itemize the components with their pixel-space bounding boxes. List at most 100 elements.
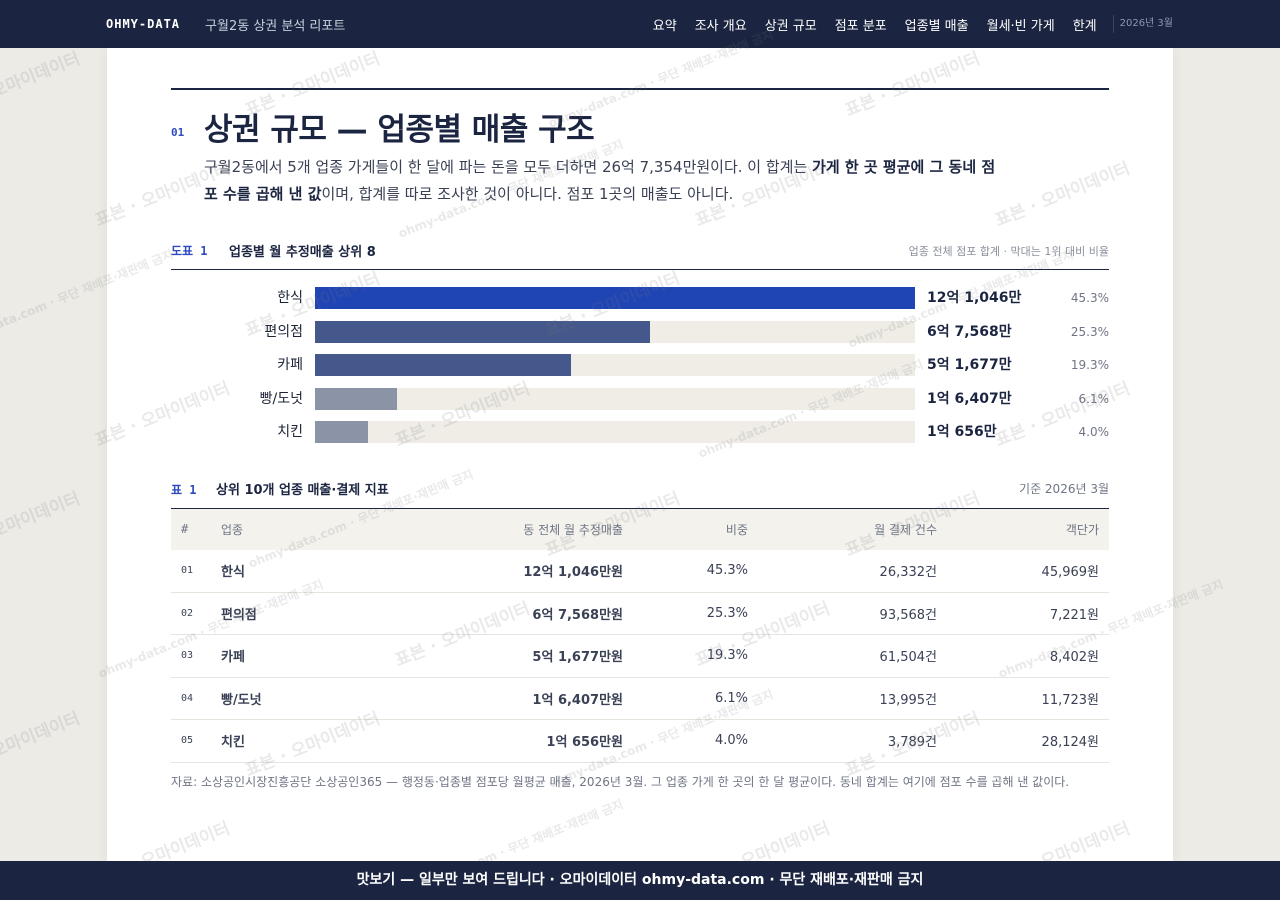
- nav-item-rent-vacancy[interactable]: 월세·빈 가게: [986, 18, 1055, 34]
- report-date: 2026년 3월: [1112, 15, 1173, 33]
- bar-share-label: 45.3%: [1070, 291, 1109, 305]
- bar: [315, 421, 369, 443]
- cell-payments: 13,995건: [748, 677, 937, 720]
- bar-share-label: 25.3%: [1070, 324, 1109, 339]
- table-header-row: # 업종 동 전체 월 추정매출 비중 월 결제 건수 객단가: [171, 508, 1109, 550]
- nav-item-sales-by-industry[interactable]: 업종별 매출: [904, 18, 969, 34]
- cell-sales: 1억 6,407만원: [391, 677, 623, 720]
- nav-item-survey[interactable]: 조사 개요: [694, 18, 747, 34]
- cell-payments: 61,504건: [748, 634, 937, 678]
- col-header-industry: 업종: [221, 522, 244, 537]
- bar-track: [315, 287, 915, 309]
- bar-value-label: 1억 656만: [927, 424, 997, 440]
- figure-header: 도표 1 업종별 월 추정매출 상위 8 업종 전체 점포 합계 · 막대는 1…: [171, 240, 1109, 270]
- col-header-avg-price: 객단가: [1065, 522, 1099, 537]
- bar-label: 빵/도넛: [259, 390, 303, 407]
- table-row: 01 한식 12억 1,046만원 45.3% 26,332건 45,969원: [171, 549, 1109, 593]
- sales-table: # 업종 동 전체 월 추정매출 비중 월 결제 건수 객단가 01 한식 12억 …: [171, 508, 1109, 763]
- bar-chart: 한식 12억 1,046만 45.3% 편의점 6억 7,568만 25.3% 카페 5억 1…: [171, 287, 1109, 455]
- lead-text-2: 이며, 합계를 따로 조사한 것이 아니다. 점포 1곳의 매출도 아니다.: [321, 185, 734, 203]
- cell-share: 19.3%: [623, 634, 748, 678]
- cell-rank: 02: [171, 592, 221, 635]
- table-row: 05 치킨 1억 656만원 4.0% 3,789건 28,124원: [171, 719, 1109, 763]
- section-number: 01: [171, 126, 185, 139]
- section-lead: 구월2동에서 5개 업종 가게들이 한 달에 파는 돈을 모두 더하면 26억 …: [204, 154, 1004, 208]
- cell-industry: 치킨: [221, 719, 391, 763]
- bar-share-label: 4.0%: [1078, 425, 1110, 439]
- bar-value-label: 1억 6,407만: [927, 390, 1012, 407]
- cell-sales: 12억 1,046만원: [391, 549, 623, 593]
- figure-tag: 도표 1: [171, 244, 208, 258]
- nav-item-market-size[interactable]: 상권 규모: [764, 18, 817, 34]
- bar: [315, 354, 571, 376]
- cell-sales: 6억 7,568만원: [391, 592, 623, 635]
- main-nav: 요약 조사 개요 상권 규모 점포 분포 업종별 매출 월세·빈 가게 한계 2…: [635, 15, 1173, 34]
- cell-rank: 01: [171, 549, 221, 593]
- bar-label: 편의점: [264, 323, 303, 340]
- cell-sales: 5억 1,677만원: [391, 634, 623, 678]
- preview-banner: 맛보기 — 일부만 보여 드립니다 · 오마이데이터 ohmy-data.com…: [0, 861, 1280, 900]
- bar-label: 카페: [277, 357, 303, 373]
- nav-item-summary[interactable]: 요약: [652, 18, 677, 34]
- bar-share-label: 19.3%: [1070, 358, 1109, 372]
- lead-text-1: 구월2동에서 5개 업종 가게들이 한 달에 파는 돈을 모두 더하면 26억 …: [204, 158, 813, 176]
- table-body: 01 한식 12억 1,046만원 45.3% 26,332건 45,969원 02 편의점 6…: [171, 549, 1109, 763]
- bar-track: [315, 387, 915, 410]
- bar-track: [315, 421, 915, 443]
- cell-share: 45.3%: [623, 549, 748, 593]
- lead-emphasis: 가게 한 곳 평균에 그 동네 점포 수를 곱해 낸 값: [204, 158, 996, 203]
- bar-value-label: 6억 7,568만: [927, 323, 1012, 340]
- section-top-rule: [171, 88, 1109, 90]
- top-nav-bar: OHMY-DATA 구월2동 상권 분석 리포트 요약 조사 개요 상권 규모 …: [0, 0, 1280, 48]
- bar-track: [315, 320, 915, 343]
- nav-item-limits[interactable]: 한계: [1072, 18, 1097, 34]
- table-row: 03 카페 5억 1,677만원 19.3% 61,504건 8,402원: [171, 634, 1109, 678]
- section-title: 상권 규모 — 업종별 매출 구조: [204, 112, 595, 148]
- table-row: 04 빵/도넛 1억 6,407만원 6.1% 13,995건 11,723원: [171, 677, 1109, 720]
- table-note: 기준 2026년 3월: [1019, 482, 1109, 496]
- table-header: 표 1 상위 10개 업종 매출·결제 지표 기준 2026년 3월: [171, 479, 1109, 507]
- col-header-share: 비중: [725, 522, 748, 537]
- cell-avg-price: 11,723원: [937, 677, 1109, 720]
- bar: [315, 387, 397, 410]
- bar-track: [315, 354, 915, 376]
- report-paper: 01 상권 규모 — 업종별 매출 구조 구월2동에서 5개 업종 가게들이 한…: [107, 48, 1173, 861]
- col-header-sales: 동 전체 월 추정매출: [523, 522, 623, 537]
- cell-payments: 3,789건: [748, 719, 937, 763]
- bar-value-label: 5억 1,677만: [927, 357, 1012, 373]
- cell-share: 25.3%: [623, 592, 748, 635]
- brand-logo[interactable]: OHMY-DATA: [106, 17, 181, 31]
- bar-row: 한식 12억 1,046만 45.3%: [171, 287, 1109, 321]
- watermark-text: 표본 · 오마이데이터: [0, 488, 83, 561]
- cell-payments: 26,332건: [748, 549, 937, 593]
- bar-row: 편의점 6억 7,568만 25.3%: [171, 320, 1109, 355]
- table-title: 상위 10개 업종 매출·결제 지표: [216, 483, 389, 498]
- bar-label: 치킨: [277, 424, 303, 440]
- cell-industry: 빵/도넛: [221, 677, 391, 720]
- cell-rank: 03: [171, 634, 221, 678]
- watermark-text: 표본 · 오마이데이터: [0, 708, 83, 781]
- cell-avg-price: 8,402원: [937, 634, 1109, 678]
- table-tag: 표 1: [171, 483, 197, 497]
- cell-avg-price: 7,221원: [937, 592, 1109, 635]
- bar: [315, 320, 650, 343]
- figure-note: 업종 전체 점포 합계 · 막대는 1위 대비 비율: [908, 245, 1109, 258]
- bar-share-label: 6.1%: [1078, 391, 1110, 406]
- cell-avg-price: 45,969원: [937, 549, 1109, 593]
- source-note: 자료: 소상공인시장진흥공단 소상공인365 — 행정동·업종별 점포당 월평균…: [171, 775, 1070, 789]
- section-content: 01 상권 규모 — 업종별 매출 구조 구월2동에서 5개 업종 가게들이 한…: [171, 88, 1109, 789]
- cell-share: 6.1%: [623, 677, 748, 720]
- nav-item-store-distribution[interactable]: 점포 분포: [834, 18, 887, 34]
- table-row: 02 편의점 6억 7,568만원 25.3% 93,568건 7,221원: [171, 592, 1109, 635]
- cell-industry: 편의점: [221, 592, 391, 635]
- bar-row: 빵/도넛 1억 6,407만 6.1%: [171, 387, 1110, 422]
- bar-row: 카페 5억 1,677만 19.3%: [171, 354, 1109, 388]
- col-header-rank: #: [181, 522, 189, 537]
- col-header-payments: 월 결제 건수: [874, 522, 937, 537]
- cell-avg-price: 28,124원: [937, 719, 1109, 763]
- bar-value-label: 12억 1,046만: [927, 290, 1022, 306]
- cell-payments: 93,568건: [748, 592, 937, 635]
- bar: [315, 287, 915, 309]
- bar-row: 치킨 1억 656만 4.0%: [171, 421, 1109, 455]
- cell-sales: 1억 656만원: [391, 719, 623, 763]
